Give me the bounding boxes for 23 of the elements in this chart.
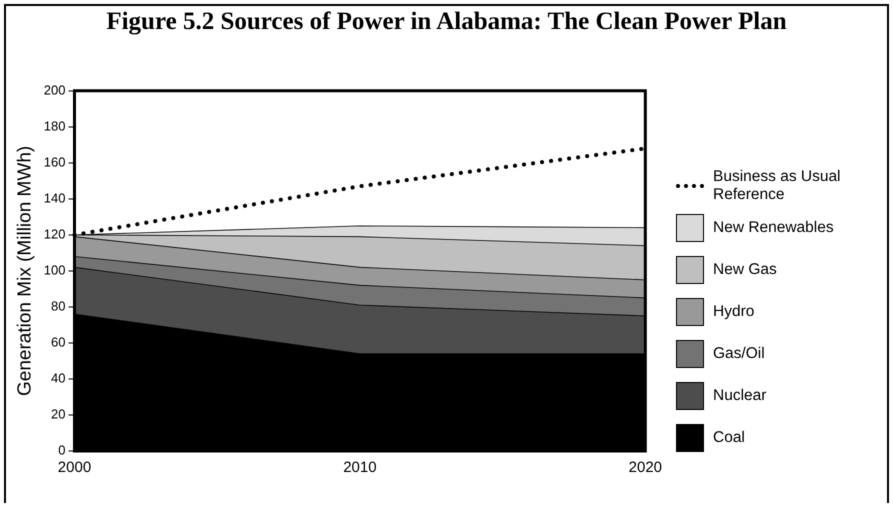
legend-label: Hydro <box>713 303 754 321</box>
chart-title: Figure 5.2 Sources of Power in Alabama: The Clean Power Plan <box>105 8 788 36</box>
y-tick-label: 200 <box>44 82 66 98</box>
y-tick-label: 140 <box>44 190 66 206</box>
x-tick-label: 2010 <box>343 459 377 476</box>
y-tick-label: 120 <box>44 226 66 242</box>
legend-label: Nuclear <box>713 387 766 405</box>
legend-label: New Renewables <box>713 219 834 237</box>
y-tick-label: 0 <box>58 442 66 458</box>
y-tick-label: 40 <box>51 370 66 386</box>
y-axis-title: Generation Mix (Million MWh) <box>14 146 36 396</box>
legend-label: Coal <box>713 429 745 447</box>
legend-label: Gas/Oil <box>713 345 765 363</box>
y-tick-label: 80 <box>51 298 66 314</box>
y-tick-label: 180 <box>44 118 66 134</box>
y-tick-label: 20 <box>51 406 66 422</box>
x-tick-label: 2000 <box>58 459 92 476</box>
x-tick-label: 2020 <box>628 459 662 476</box>
legend-label: Business as Usual Reference <box>713 168 842 204</box>
legend-label: New Gas <box>713 261 777 279</box>
y-tick-label: 60 <box>51 334 66 350</box>
y-tick-label: 100 <box>44 262 66 278</box>
y-tick-label: 160 <box>44 154 66 170</box>
